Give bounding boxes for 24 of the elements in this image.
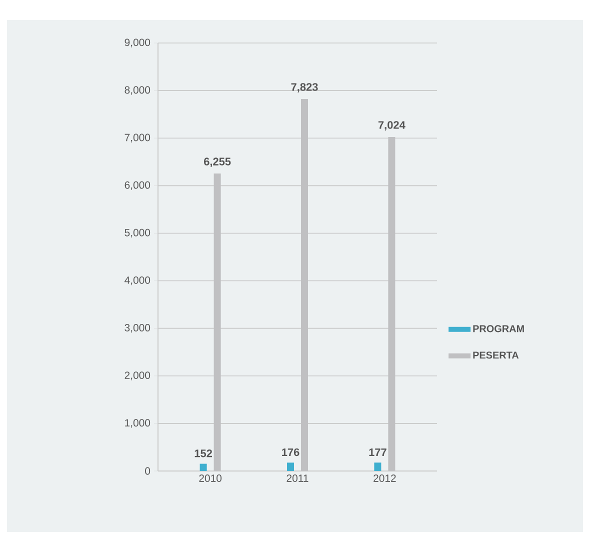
y-tick-label: 9,000 (124, 38, 150, 48)
data-label: 176 (282, 448, 300, 456)
data-label: 7,823 (291, 83, 318, 92)
x-tick-label: 2012 (374, 474, 396, 482)
y-tick-label: 0 (145, 467, 150, 475)
legend-label: PROGRAM (473, 325, 524, 332)
data-label: 7,024 (378, 121, 406, 130)
x-tick-label: 2011 (286, 474, 308, 482)
x-tick-label: 2010 (199, 474, 222, 482)
y-tick-label: 5,000 (124, 228, 150, 238)
y-tick-label: 3,000 (124, 324, 150, 333)
legend-label: PESERTA (473, 352, 519, 359)
data-label: 177 (369, 448, 386, 456)
y-tick-label: 7,000 (124, 134, 150, 142)
data-label: 6,255 (204, 158, 231, 168)
bar (200, 464, 207, 471)
y-tick-label: 1,000 (125, 419, 150, 428)
data-label: 152 (194, 450, 212, 458)
bar (374, 462, 382, 471)
y-tick-label: 4,000 (124, 276, 150, 286)
y-tick-label: 6,000 (124, 181, 150, 190)
bar (287, 462, 294, 471)
y-tick-label: 8,000 (124, 86, 150, 95)
y-tick-label: 2,000 (124, 372, 150, 380)
